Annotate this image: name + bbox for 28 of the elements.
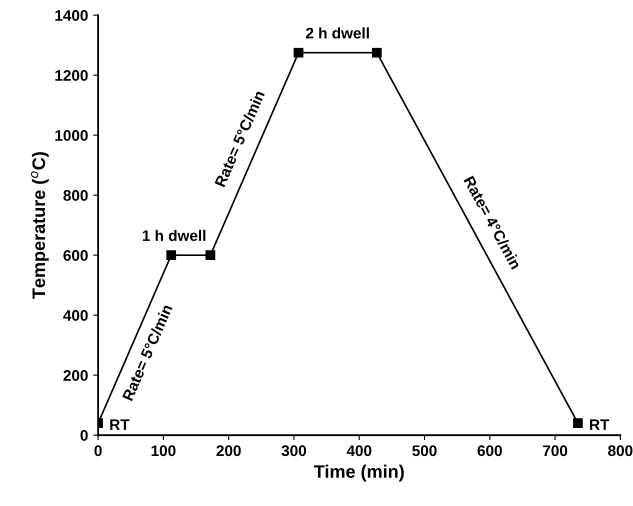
y-tick-label: 200 xyxy=(63,370,88,381)
x-tick-label: 300 xyxy=(282,445,306,456)
x-axis-title: Time (min) xyxy=(314,464,404,482)
y-axis-title: Temperature ($^{o}$C) xyxy=(30,152,49,299)
point xyxy=(294,48,304,58)
y-tick-label: 400 xyxy=(63,310,88,321)
point xyxy=(166,250,176,260)
x-tick-label: 400 xyxy=(346,445,372,456)
x-tick-label: 600 xyxy=(478,445,502,456)
y-tick-label: 1000 xyxy=(55,130,88,141)
x-tick-label: 100 xyxy=(152,445,176,456)
y-tick-label: 600 xyxy=(63,250,88,261)
point xyxy=(206,250,216,260)
annotation: 2 h dwell xyxy=(306,27,369,39)
x-tick-label: 200 xyxy=(216,445,241,456)
x-tick-label: 700 xyxy=(542,445,568,456)
x-tick-label: 0 xyxy=(94,445,102,456)
y-tick-label: 1200 xyxy=(55,70,88,81)
x-tick-label: 500 xyxy=(412,445,437,456)
annotation: RT xyxy=(590,419,610,430)
annotation: RT xyxy=(110,419,130,430)
point xyxy=(372,48,382,58)
y-tick-label: 800 xyxy=(63,190,88,201)
annotation: 1 h dwell xyxy=(142,230,206,242)
y-tick-label: 0 xyxy=(80,430,88,441)
point xyxy=(573,418,583,428)
y-tick-label: 1400 xyxy=(55,10,88,21)
x-tick-label: 800 xyxy=(608,445,632,456)
